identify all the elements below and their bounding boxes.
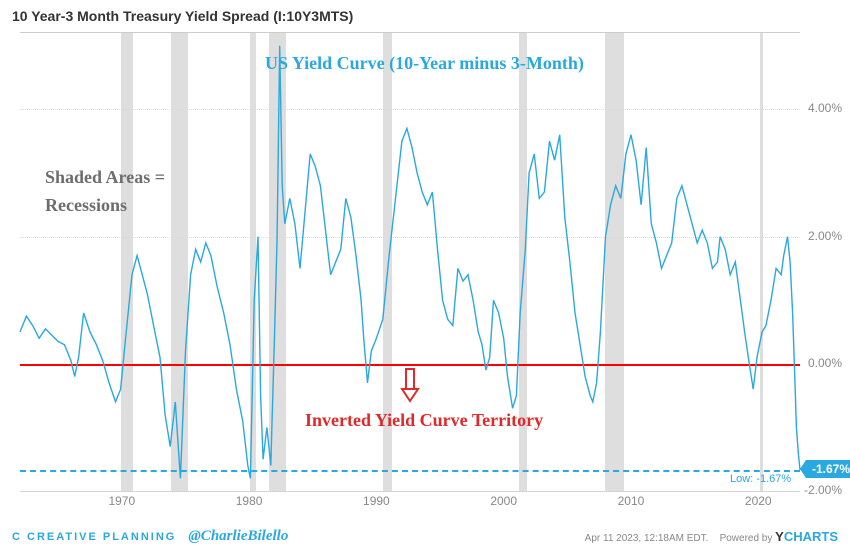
ycharts-logo: YCHARTS — [775, 529, 838, 544]
x-tick-label: 1980 — [236, 494, 263, 508]
footer-left: C CREATIVE PLANNING @CharlieBilello — [12, 528, 288, 545]
footer: C CREATIVE PLANNING @CharlieBilello Apr … — [12, 528, 838, 545]
shaded-annotation-2: Recessions — [45, 195, 127, 216]
y-tick-label: 2.00% — [808, 229, 842, 243]
shaded-annotation-1: Shaded Areas = — [45, 167, 165, 188]
y-tick-label: 4.00% — [808, 101, 842, 115]
chart-title: 10 Year-3 Month Treasury Yield Spread (I… — [12, 8, 353, 24]
chart-container: 10 Year-3 Month Treasury Yield Spread (I… — [0, 0, 850, 549]
powered-by-text: Powered by — [720, 533, 773, 544]
curve-label-annotation: US Yield Curve (10-Year minus 3-Month) — [265, 53, 584, 74]
y-axis: -2.00%0.00%2.00%4.00% — [792, 32, 842, 490]
inverted-annotation: Inverted Yield Curve Territory — [305, 410, 543, 431]
y-tick-label: 0.00% — [808, 356, 842, 370]
x-tick-label: 1970 — [108, 494, 135, 508]
x-tick-label: 2020 — [745, 494, 772, 508]
creative-planning-logo: C CREATIVE PLANNING — [12, 531, 176, 543]
x-tick-label: 2000 — [490, 494, 517, 508]
x-axis: 1970 1980 1990 2000 2010 2020 — [20, 494, 800, 514]
footer-date: Apr 11 2023, 12:18AM EDT. — [585, 533, 709, 544]
footer-right: Apr 11 2023, 12:18AM EDT. Powered by YCH… — [585, 529, 838, 544]
down-arrow-icon — [400, 367, 420, 405]
current-value-flag: -1.67% — [806, 460, 850, 478]
twitter-handle: @CharlieBilello — [188, 528, 288, 545]
low-label: Low: -1.67% — [730, 473, 791, 485]
y-tick-label: -2.00% — [804, 483, 842, 497]
x-tick-label: 2010 — [618, 494, 645, 508]
x-tick-label: 1990 — [363, 494, 390, 508]
